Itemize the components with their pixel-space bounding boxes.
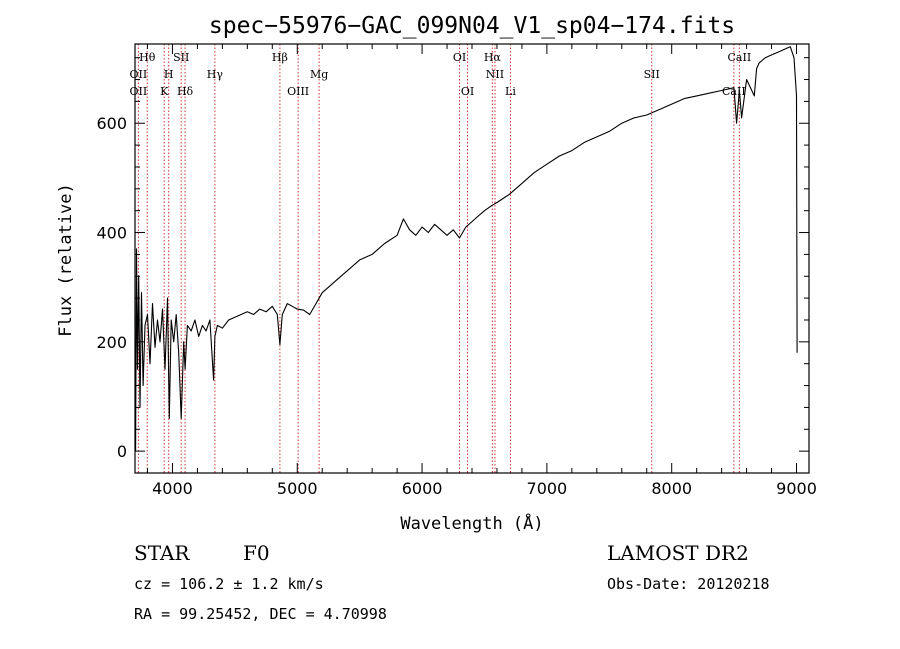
spectral-line-label-13: SII (644, 68, 660, 81)
y-tick-label-2: 400 (96, 224, 127, 243)
coordinates: RA = 99.25452, DEC = 4.70998 (134, 605, 387, 623)
spectral-line-label-18: Hδ (177, 85, 194, 98)
spectral-line-label-3: SII (173, 51, 189, 64)
x-axis-label: Wavelength (Å) (400, 512, 543, 534)
spectrum-series-0 (135, 46, 798, 452)
spectral-line-label-9: Hα (484, 51, 502, 64)
x-tick-label-1: 5000 (277, 479, 318, 498)
y-tick-label-3: 600 (96, 114, 127, 133)
x-tick-label-0: 4000 (152, 479, 193, 498)
spectral-line-label-17: K (160, 85, 169, 98)
x-tick-label-4: 8000 (651, 479, 692, 498)
survey-name: LAMOST DR2 (607, 541, 749, 565)
spectral-subclass: F0 (243, 541, 270, 565)
spectral-line-label-0: Hθ (139, 51, 156, 64)
spectral-line-label-12: Li (505, 85, 516, 98)
spectral-line-label-8: OI (453, 51, 466, 64)
x-tick-label-5: 9000 (776, 479, 817, 498)
spectral-line-label-10: NII (486, 68, 504, 81)
object-class: STAR (134, 541, 190, 565)
spectral-line-label-14: CaII (728, 51, 752, 64)
spectral-line-label-11: OI (461, 85, 474, 98)
redshift-cz: cz = 106.2 ± 1.2 km/s (134, 575, 324, 593)
y-tick-label-0: 0 (117, 442, 127, 461)
spectral-line-label-2: H (164, 68, 174, 81)
chart-title: spec−55976−GAC_099N04_V1_sp04−174.fits (209, 13, 735, 39)
x-tick-label-3: 7000 (527, 479, 568, 498)
spectral-line-label-16: OII (130, 85, 148, 98)
spectral-line-label-1: OII (130, 68, 148, 81)
observation-date: Obs-Date: 20120218 (607, 575, 770, 593)
spectral-line-label-5: Hβ (272, 51, 288, 64)
x-tick-label-2: 6000 (402, 479, 443, 498)
plot-frame (134, 43, 810, 474)
spectral-line-label-7: OIII (287, 85, 309, 98)
y-axis-label: Flux (relative) (56, 183, 76, 337)
spectral-line-label-4: Hγ (207, 68, 224, 81)
spectral-line-label-6: Mg (310, 68, 328, 81)
y-tick-label-1: 200 (96, 333, 127, 352)
